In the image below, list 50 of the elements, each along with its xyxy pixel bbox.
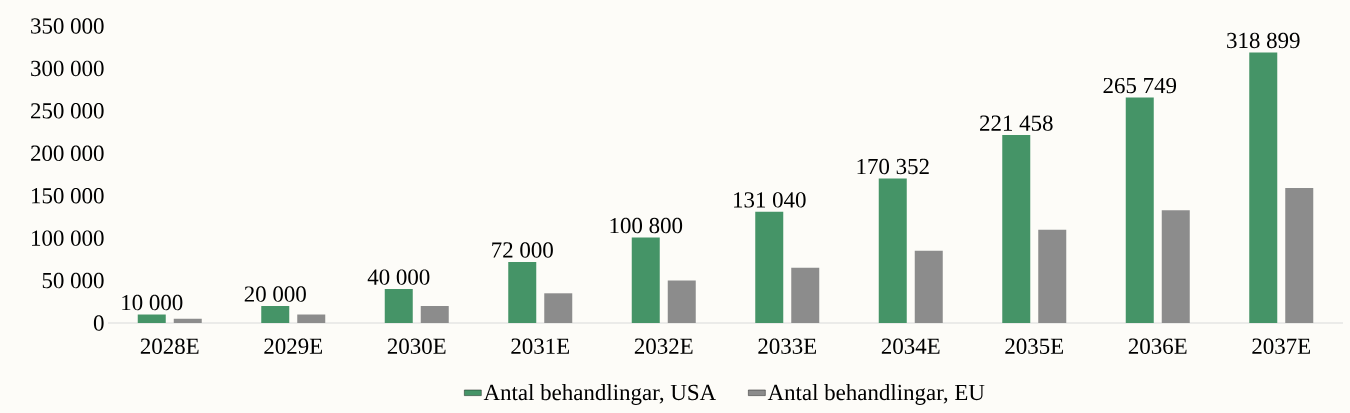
x-tick-label: 2030E	[387, 338, 446, 354]
y-tick-label: 100 000	[32, 230, 104, 246]
bar	[755, 211, 784, 323]
bar	[508, 261, 537, 323]
x-tick-label: 2036E	[1128, 338, 1187, 354]
bar	[914, 250, 943, 323]
bar	[261, 306, 290, 323]
y-tick-label: 350 000	[31, 18, 104, 34]
legend-label: Antal behandlingar, EU	[767, 384, 985, 405]
data-label: 100 800	[610, 217, 683, 234]
bar	[1285, 188, 1314, 323]
bar	[544, 293, 573, 323]
data-label: 221 458	[980, 115, 1053, 131]
x-tick-label: 2033E	[758, 338, 817, 354]
bar	[791, 267, 820, 323]
legend-label: Antal behandlingar, USA	[483, 384, 716, 405]
data-label: 40 000	[367, 269, 430, 285]
data-label: 10 000	[122, 294, 183, 311]
bar	[1249, 52, 1278, 323]
x-tick-label: 2035E	[1005, 338, 1064, 354]
data-label: 72 000	[492, 242, 553, 258]
x-tick-label: 2034E	[881, 338, 940, 354]
bar	[1038, 229, 1067, 323]
bar	[667, 280, 696, 323]
y-tick-label: 200 000	[31, 145, 104, 162]
bar	[878, 178, 907, 323]
y-tick-label: 150 000	[32, 187, 104, 204]
y-tick-label: 50 000	[42, 272, 104, 289]
bar	[1161, 210, 1190, 323]
y-tick-label: 250 000	[31, 103, 104, 119]
bar	[1125, 97, 1154, 323]
x-tick-label: 2028E	[140, 338, 199, 354]
x-tick-label: 2037E	[1252, 338, 1311, 354]
y-tick-label: 300 000	[31, 60, 104, 77]
bar	[297, 314, 326, 323]
y-tick-label: 0	[93, 315, 104, 331]
x-tick-label: 2029E	[264, 338, 323, 354]
bar	[173, 318, 202, 323]
bar	[631, 237, 660, 323]
bar	[137, 314, 166, 323]
x-tick-label: 2031E	[511, 338, 570, 354]
bar	[420, 306, 449, 323]
data-label: 20 000	[244, 286, 306, 302]
data-label: 265 749	[1103, 77, 1177, 94]
data-label: 131 040	[734, 192, 806, 208]
data-label: 170 352	[857, 158, 929, 175]
bar	[384, 289, 413, 323]
data-label: 318 899	[1227, 32, 1300, 49]
x-tick-label: 2032E	[634, 338, 693, 354]
bar	[1002, 135, 1031, 323]
